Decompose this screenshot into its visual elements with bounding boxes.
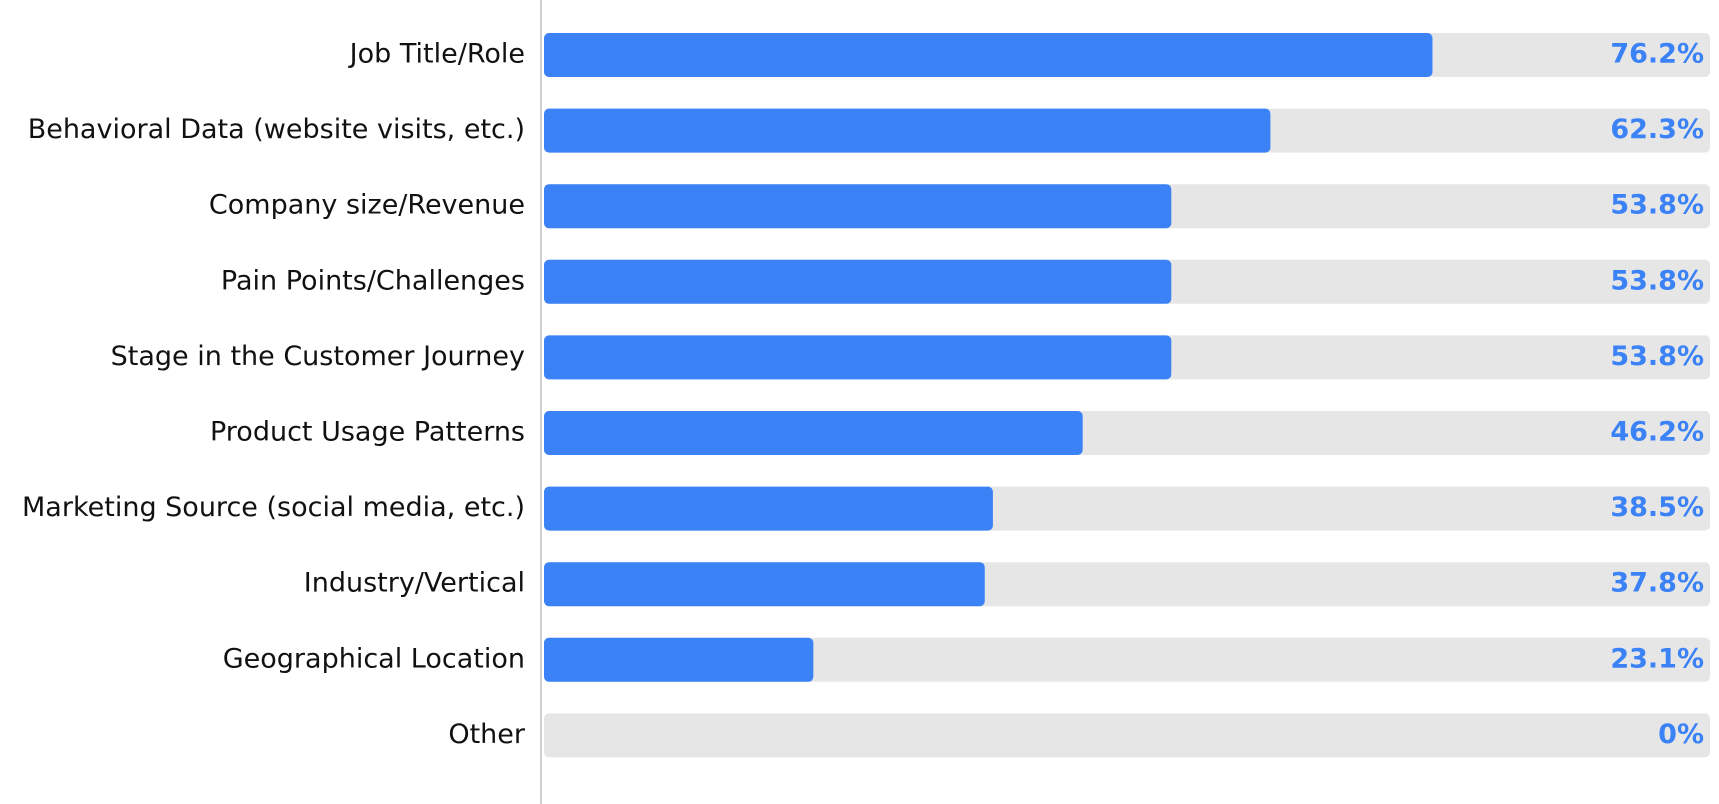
category-label: Marketing Source (social media, etc.): [22, 492, 525, 523]
bar: [544, 33, 1433, 77]
category-label: Stage in the Customer Journey: [111, 341, 525, 372]
value-label: 53.8%: [1610, 341, 1704, 372]
category-label: Geographical Location: [223, 643, 525, 674]
value-label: 38.5%: [1610, 492, 1704, 523]
bar: [544, 411, 1083, 455]
bar: [544, 486, 993, 531]
value-label: 53.8%: [1610, 265, 1704, 296]
category-label: Other: [448, 719, 526, 750]
bar: [544, 562, 985, 607]
bar: [544, 184, 1172, 229]
value-label: 37.8%: [1610, 568, 1704, 599]
category-label: Behavioral Data (website visits, etc.): [28, 114, 525, 145]
bar-track: [544, 713, 1710, 758]
bar: [544, 259, 1172, 304]
value-label: 0%: [1658, 719, 1704, 750]
value-label: 46.2%: [1610, 417, 1704, 448]
category-label: Industry/Vertical: [304, 568, 525, 599]
value-label: 76.2%: [1610, 39, 1704, 70]
category-label: Job Title/Role: [348, 39, 525, 70]
value-label: 53.8%: [1610, 190, 1704, 221]
category-label: Pain Points/Challenges: [221, 265, 525, 296]
value-label: 23.1%: [1610, 643, 1704, 674]
bar-track: [544, 637, 1710, 682]
value-label: 62.3%: [1610, 114, 1704, 145]
bar: [544, 108, 1271, 153]
bar: [544, 637, 814, 682]
bar: [544, 335, 1172, 380]
category-label: Product Usage Patterns: [210, 417, 525, 448]
category-label: Company size/Revenue: [209, 190, 525, 221]
